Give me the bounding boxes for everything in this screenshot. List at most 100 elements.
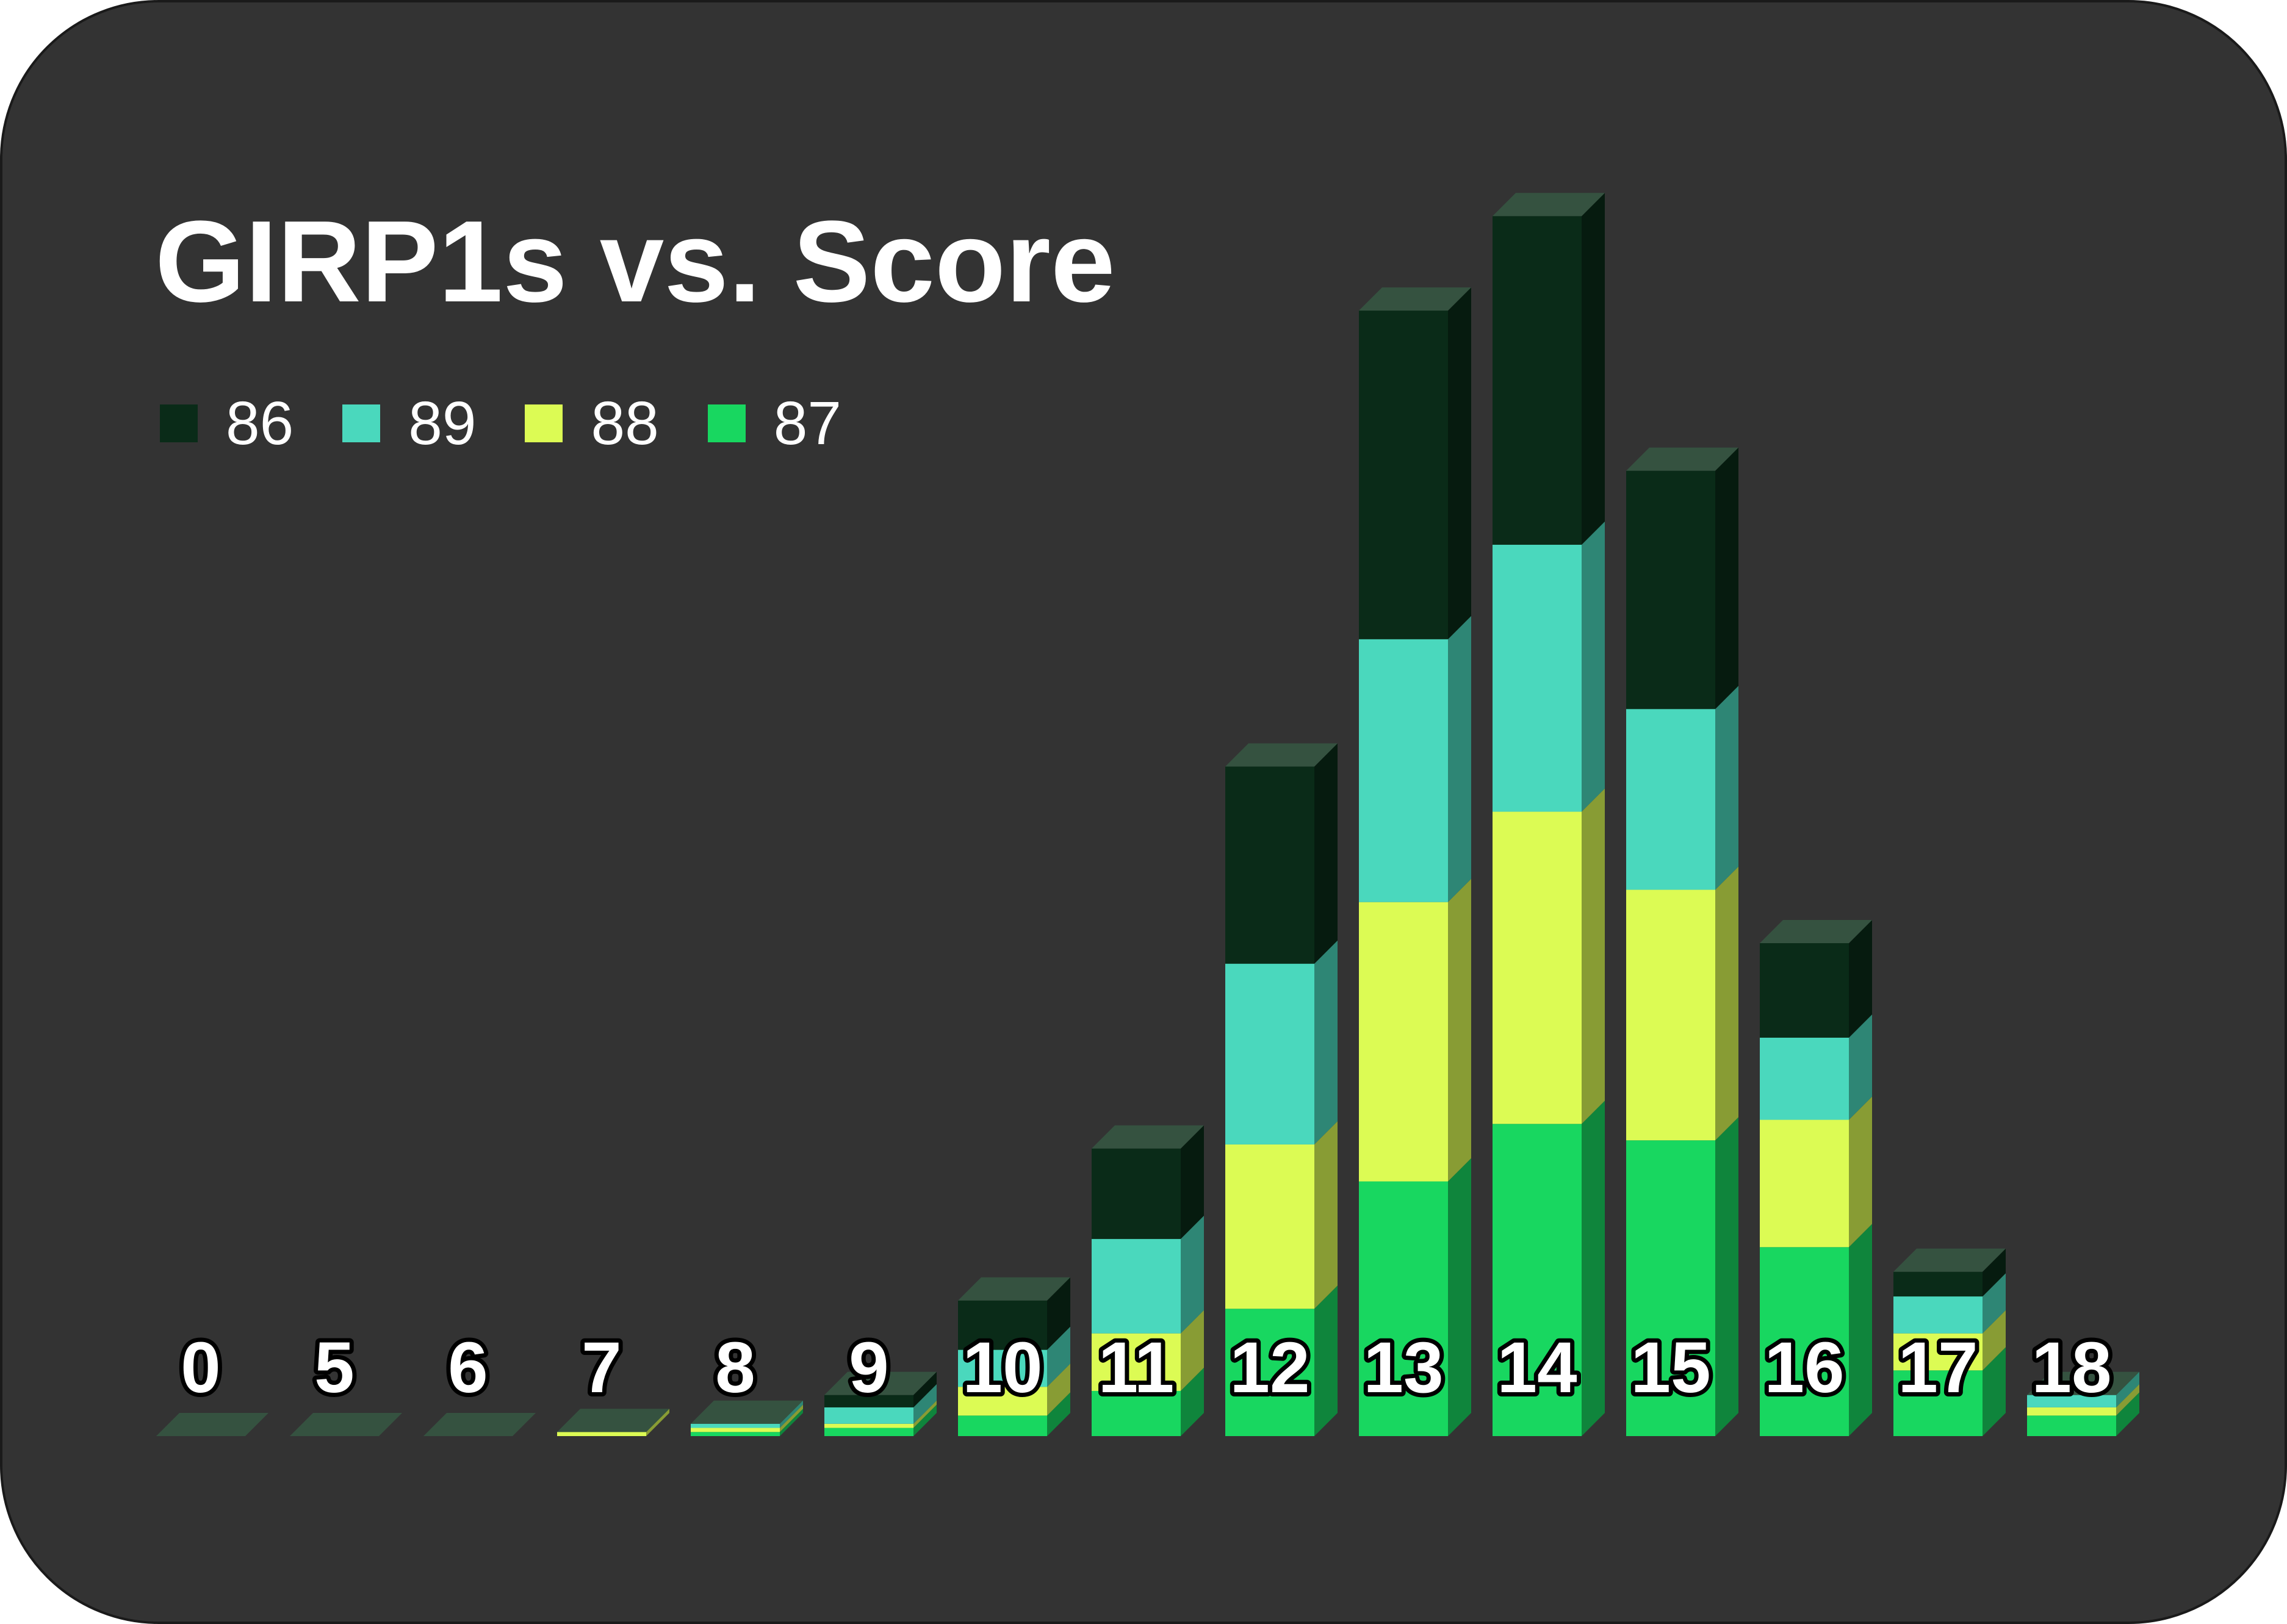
legend-label-87: 87 xyxy=(773,389,841,458)
bar-segment-15-series-89 xyxy=(1626,709,1715,890)
bar-segment-12-series-88 xyxy=(1225,1144,1314,1309)
bar-side-15-series-88 xyxy=(1715,866,1738,1141)
legend-label-89: 89 xyxy=(408,389,477,458)
bar-side-12-series-88 xyxy=(1314,1121,1338,1309)
bar-segment-11-series-87 xyxy=(1092,1390,1181,1436)
bar-side-13-series-87 xyxy=(1448,1158,1471,1436)
category-label-8: 8 xyxy=(715,1328,755,1408)
bar-segment-14-series-86 xyxy=(1493,216,1582,545)
bar-segment-9-series-88 xyxy=(824,1423,913,1428)
bar-side-10-series-89 xyxy=(1047,1326,1070,1387)
bar-segment-11-series-86 xyxy=(1092,1148,1181,1239)
category-label-17: 17 xyxy=(1898,1328,1978,1408)
bar-side-18-series-89 xyxy=(2116,1371,2139,1407)
bar-top-7 xyxy=(557,1409,669,1432)
bar-side-12-series-89 xyxy=(1314,940,1338,1144)
bar-side-16-series-88 xyxy=(1849,1096,1872,1248)
bar-segment-16-series-88 xyxy=(1760,1119,1849,1248)
bar-side-9-series-87 xyxy=(913,1404,937,1436)
bar-segment-12-series-89 xyxy=(1225,963,1314,1144)
category-label-9: 9 xyxy=(849,1328,889,1408)
bar-side-16-series-86 xyxy=(1849,920,1872,1038)
bar-top-14 xyxy=(1493,193,1605,217)
bar-side-13-series-86 xyxy=(1448,287,1471,639)
bar-segment-15-series-88 xyxy=(1626,889,1715,1141)
legend-swatch-88 xyxy=(525,404,563,442)
legend-swatch-87 xyxy=(707,404,746,442)
bar-side-13-series-89 xyxy=(1448,616,1471,902)
bar-segment-13-series-87 xyxy=(1359,1181,1448,1436)
bar-top-12 xyxy=(1225,743,1338,767)
bar-segment-17-series-87 xyxy=(1893,1370,1983,1436)
bar-side-17-series-87 xyxy=(1983,1347,2006,1436)
legend-swatch-86 xyxy=(160,404,198,442)
bar-side-15-series-89 xyxy=(1715,686,1738,890)
bar-segment-12-series-86 xyxy=(1225,766,1314,964)
bar-segment-7-series-88 xyxy=(557,1432,646,1436)
legend-label-88: 88 xyxy=(591,389,659,458)
bar-segment-8-series-88 xyxy=(691,1428,780,1432)
bar-top-15 xyxy=(1626,447,1738,471)
bar-side-12-series-86 xyxy=(1314,743,1338,964)
bar-side-16-series-87 xyxy=(1849,1224,1872,1436)
legend-item-87: 87 xyxy=(707,389,841,458)
legend-item-89: 89 xyxy=(342,393,476,454)
bar-top-6 xyxy=(423,1413,536,1436)
bar-segment-13-series-89 xyxy=(1359,639,1448,902)
bar-top-0 xyxy=(156,1413,268,1436)
bar-segment-9-series-86 xyxy=(824,1395,913,1407)
bar-segment-10-series-86 xyxy=(958,1300,1047,1350)
bar-segment-13-series-88 xyxy=(1359,902,1448,1182)
bar-side-17-series-89 xyxy=(1983,1273,2006,1334)
bar-segment-13-series-86 xyxy=(1359,311,1448,639)
category-label-15: 15 xyxy=(1630,1328,1710,1408)
bar-side-11-series-87 xyxy=(1181,1367,1204,1436)
category-label-13: 13 xyxy=(1363,1328,1443,1408)
bar-side-10-series-88 xyxy=(1047,1364,1070,1416)
bar-segment-18-series-89 xyxy=(2027,1395,2116,1407)
bar-top-8 xyxy=(691,1400,803,1424)
bar-segment-11-series-89 xyxy=(1092,1238,1181,1334)
bar-segment-14-series-89 xyxy=(1493,544,1582,812)
bar-segment-10-series-89 xyxy=(958,1349,1047,1387)
bar-side-14-series-89 xyxy=(1582,521,1605,812)
bar-segment-14-series-87 xyxy=(1493,1124,1582,1436)
bar-side-8-series-89 xyxy=(780,1400,803,1428)
bar-side-8-series-88 xyxy=(780,1404,803,1432)
bar-side-11-series-86 xyxy=(1181,1125,1204,1239)
bar-segment-9-series-89 xyxy=(824,1407,913,1424)
bar-segment-14-series-88 xyxy=(1493,811,1582,1124)
bar-segment-8-series-89 xyxy=(691,1423,780,1428)
bar-segment-10-series-88 xyxy=(958,1387,1047,1416)
bar-side-12-series-87 xyxy=(1314,1285,1338,1436)
category-label-0: 0 xyxy=(181,1328,221,1408)
bar-top-17 xyxy=(1893,1248,2006,1272)
bar-segment-16-series-86 xyxy=(1760,943,1849,1038)
bar-side-13-series-88 xyxy=(1448,878,1471,1182)
bar-segment-8-series-87 xyxy=(691,1432,780,1436)
bar-side-14-series-88 xyxy=(1582,788,1605,1124)
bar-side-18-series-87 xyxy=(2116,1392,2139,1436)
category-label-11: 11 xyxy=(1098,1328,1175,1408)
legend-item-86: 86 xyxy=(160,393,294,454)
category-label-16: 16 xyxy=(1764,1328,1844,1408)
bar-side-11-series-88 xyxy=(1181,1310,1204,1391)
bar-segment-15-series-87 xyxy=(1626,1140,1715,1436)
bar-side-17-series-86 xyxy=(1983,1248,2006,1297)
chart-title: GIRP1s vs. Score xyxy=(155,197,1115,326)
bar-side-9-series-88 xyxy=(913,1400,937,1428)
bar-side-7-series-88 xyxy=(646,1409,669,1436)
bar-segment-18-series-88 xyxy=(2027,1407,2116,1416)
legend-item-88: 88 xyxy=(525,389,659,458)
bar-segment-17-series-86 xyxy=(1893,1271,1983,1297)
bar-side-14-series-87 xyxy=(1582,1101,1605,1436)
bar-side-9-series-86 xyxy=(913,1371,937,1407)
bar-segment-10-series-87 xyxy=(958,1415,1047,1436)
category-label-6: 6 xyxy=(448,1328,488,1408)
bar-segment-9-series-87 xyxy=(824,1428,913,1436)
bar-segment-18-series-87 xyxy=(2027,1415,2116,1436)
bar-segment-15-series-86 xyxy=(1626,470,1715,710)
bar-top-11 xyxy=(1092,1125,1204,1149)
bar-segment-12-series-87 xyxy=(1225,1309,1314,1436)
